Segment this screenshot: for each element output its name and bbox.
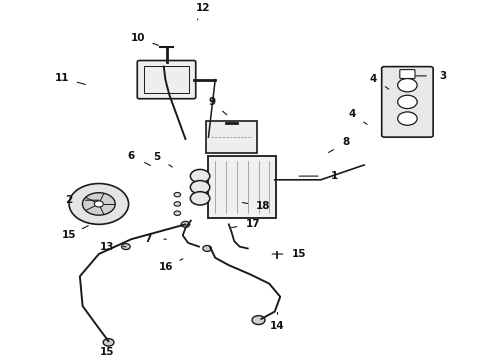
Circle shape [174, 193, 181, 197]
Circle shape [190, 192, 210, 205]
Circle shape [398, 95, 417, 109]
FancyBboxPatch shape [382, 67, 433, 137]
Circle shape [190, 170, 210, 183]
Circle shape [398, 112, 417, 125]
Circle shape [190, 181, 210, 194]
Circle shape [203, 246, 212, 251]
Text: 9: 9 [209, 97, 216, 107]
Text: 15: 15 [292, 249, 306, 259]
Text: 15: 15 [62, 230, 76, 240]
Text: 2: 2 [66, 195, 73, 205]
Text: 11: 11 [55, 73, 69, 83]
Text: 8: 8 [343, 137, 350, 147]
Text: 12: 12 [196, 3, 211, 13]
Text: 16: 16 [159, 262, 173, 271]
Circle shape [181, 221, 190, 227]
Text: 3: 3 [439, 71, 446, 81]
FancyBboxPatch shape [400, 69, 415, 78]
Text: 6: 6 [128, 151, 135, 161]
Text: 17: 17 [245, 219, 260, 229]
Circle shape [174, 211, 181, 215]
Text: 5: 5 [153, 152, 161, 162]
FancyBboxPatch shape [206, 121, 257, 153]
Circle shape [174, 202, 181, 206]
Text: 13: 13 [99, 242, 114, 252]
Circle shape [252, 316, 265, 325]
Circle shape [95, 201, 103, 207]
Text: 15: 15 [99, 347, 114, 357]
Text: 4: 4 [348, 109, 356, 119]
Text: 4: 4 [370, 74, 377, 84]
Circle shape [69, 184, 128, 224]
Circle shape [82, 193, 115, 215]
Text: 14: 14 [270, 321, 285, 332]
Circle shape [103, 339, 114, 346]
Text: 7: 7 [144, 234, 151, 244]
FancyBboxPatch shape [208, 157, 276, 218]
Circle shape [398, 78, 417, 92]
Circle shape [122, 244, 130, 249]
Text: 10: 10 [131, 33, 146, 43]
FancyBboxPatch shape [137, 60, 196, 99]
Text: 18: 18 [256, 201, 271, 211]
Text: 1: 1 [331, 171, 338, 181]
